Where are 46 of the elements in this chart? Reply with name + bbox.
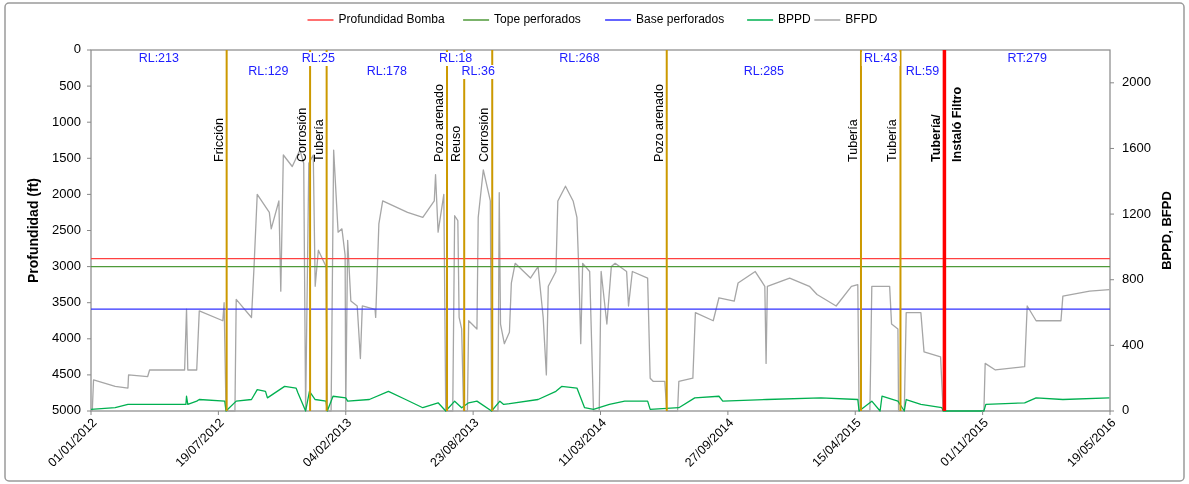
y-tick-label: 500 [59,77,81,93]
ref-line-label: Corrosión [477,107,492,162]
ref-line-label: Pozo arenado [432,84,447,162]
y-tick-label: 1500 [52,149,81,165]
annotation: RL:129 [248,64,289,79]
y-tick-label: 3500 [52,294,81,310]
annotation: RL:178 [366,64,408,79]
ref-line-label: Pozo arenado [651,84,666,162]
annotation: RL:36 [461,64,495,79]
legend-label: Base perforados [636,12,725,27]
annotation: RL:268 [559,51,600,66]
legend-label: BPPD [778,12,812,27]
ref-line-label: Tubería [885,119,900,162]
y2-tick-label: 400 [1122,336,1144,352]
legend-label: Tope perforados [494,12,581,27]
y2-axis-title: BPPD, BFPD [1159,191,1175,270]
ref-line-label: Reuso [449,125,464,162]
ref-line-label: Tubería [311,119,326,162]
ref-line-label: Tubería [845,119,860,162]
annotation: RL:18 [438,51,473,66]
annotation: RL:285 [743,64,785,79]
annotation: RT:279 [1007,51,1047,66]
y-tick-label: 4500 [52,366,81,382]
y2-tick-label: 0 [1122,402,1130,418]
y-tick-label: 2000 [52,185,81,201]
y2-tick-label: 800 [1122,271,1144,287]
y2-tick-label: 2000 [1122,74,1151,90]
y-tick-label: 5000 [52,402,81,418]
y-axis-title: Profundidad (ft) [25,178,41,283]
ref-line-label: Tubería/ Instaló Filtro [929,86,965,162]
y-tick-label: 4000 [52,330,81,346]
legend-label: BFPD [845,12,878,27]
annotation: RL:43 [864,51,898,66]
annotation: RL:213 [138,51,180,66]
y-tick-label: 2500 [52,221,81,237]
annotation: RL:25 [301,51,336,66]
y-tick-label: 0 [73,41,81,57]
y-tick-label: 1000 [52,113,81,129]
y-tick-label: 3000 [52,258,81,274]
y2-tick-label: 1200 [1122,205,1151,221]
ref-line-label: Fricción [211,118,226,162]
annotation: RL:59 [905,64,940,79]
legend-label: Profundidad Bomba [338,12,445,27]
line-series [90,385,1111,412]
y2-tick-label: 1600 [1122,139,1151,155]
ref-line-label: Corrosión [295,107,310,162]
